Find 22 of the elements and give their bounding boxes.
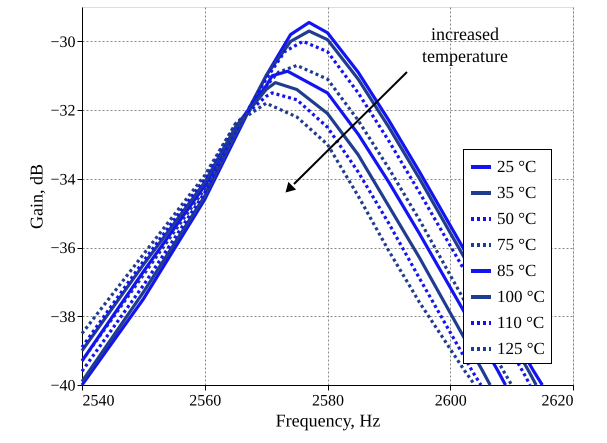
legend-label: 75 °C	[497, 235, 536, 254]
legend-label: 35 °C	[497, 183, 536, 202]
legend-label: 85 °C	[497, 261, 536, 280]
legend-label: 100 °C	[497, 287, 545, 306]
y-tick-label: −36	[50, 240, 76, 258]
y-tick-label: −38	[50, 308, 76, 326]
y-tick-label: −34	[50, 171, 76, 188]
legend-label: 110 °C	[497, 313, 544, 332]
y-axis-title: Gain, dB	[26, 164, 46, 229]
y-tick-label: −40	[50, 378, 76, 394]
legend-label: 50 °C	[497, 209, 536, 228]
x-tick-label: 2540	[82, 392, 114, 410]
x-tick-label: 2620	[542, 392, 574, 410]
legend-label: 25 °C	[497, 157, 536, 176]
x-tick-label: 2580	[312, 392, 344, 410]
x-axis-title: Frequency, Hz	[276, 410, 380, 430]
annotation: increased temperature	[422, 24, 508, 66]
y-tick-label: −32	[50, 102, 76, 120]
x-tick-label: 2560	[189, 392, 222, 410]
y-tick-label: −30	[50, 34, 76, 51]
legend-label: 125 °C	[497, 339, 545, 358]
x-tick-label: 2600	[434, 392, 467, 410]
